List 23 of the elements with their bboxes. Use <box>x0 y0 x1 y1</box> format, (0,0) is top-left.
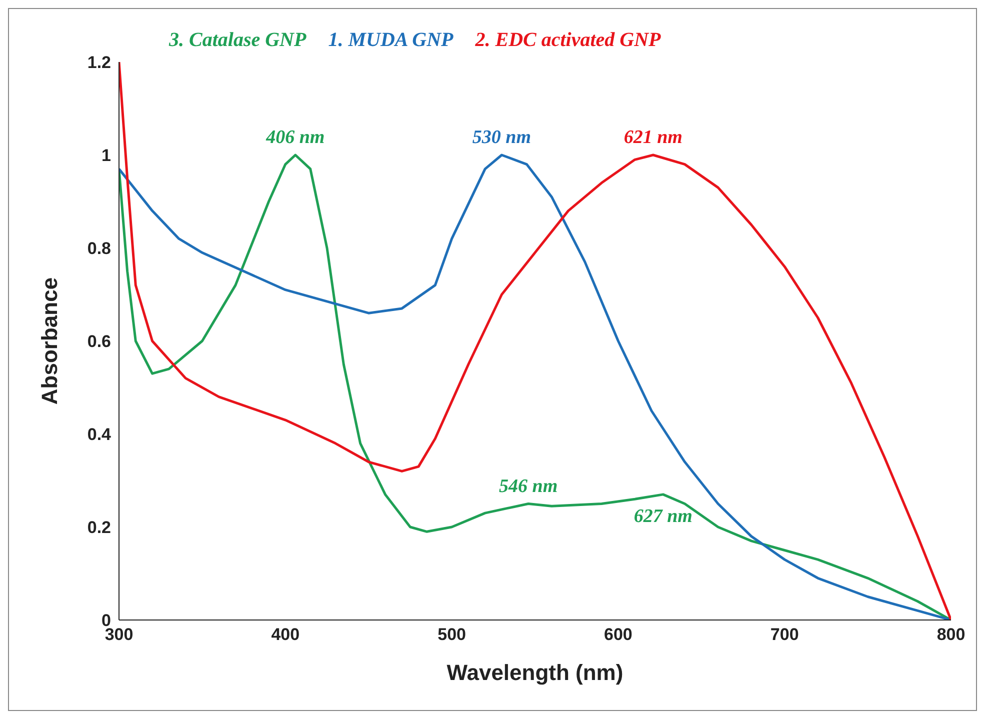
y-tick-label: 1.2 <box>87 53 111 72</box>
annotation: 627 nm <box>634 506 692 527</box>
y-axis-title: Absorbance <box>36 277 62 405</box>
annotation: 530 nm <box>472 127 532 148</box>
annotation: 546 nm <box>499 476 558 497</box>
annotation: 621 nm <box>624 127 682 148</box>
y-tick-label: 0.4 <box>87 425 112 444</box>
x-tick-label: 800 <box>936 625 966 644</box>
y-tick-label: 1 <box>102 146 111 166</box>
x-axis-title: Wavelength (nm) <box>446 660 624 685</box>
text: 2. EDC activated GNP <box>475 29 661 52</box>
x-tick-label: 700 <box>770 625 799 644</box>
x-tick-label: 500 <box>438 625 466 644</box>
x-tick-label: 400 <box>271 625 300 644</box>
y-tick-label: 0.8 <box>87 239 111 258</box>
text: 3. Catalase GNP <box>169 29 306 52</box>
x-tick-label: 300 <box>104 625 134 644</box>
y-tick-label: 0.2 <box>87 518 111 538</box>
annotation: 406 nm <box>265 127 325 148</box>
y-tick-label: 0.6 <box>87 332 111 352</box>
x-tick-label: 600 <box>604 625 632 644</box>
line-series <box>119 62 951 620</box>
text: 1. MUDA GNP <box>328 29 454 52</box>
